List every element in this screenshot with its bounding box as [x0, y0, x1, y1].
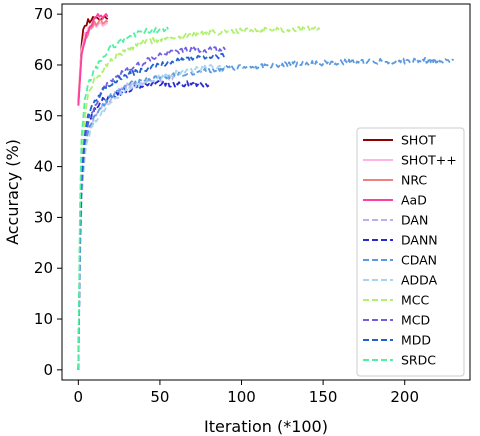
plot-frame	[61, 3, 471, 381]
x-tick-label: 50	[150, 388, 169, 406]
legend-label: SHOT++	[401, 153, 457, 168]
legend-label: SHOT	[401, 133, 436, 148]
y-tick-label: 20	[34, 259, 53, 277]
x-tick-label: 150	[309, 388, 338, 406]
legend-label: MCC	[401, 293, 430, 308]
series-line-mcc	[77, 25, 321, 370]
legend-label: MDD	[401, 333, 431, 348]
series-line-dann	[77, 80, 210, 370]
x-tick-label: 100	[227, 388, 256, 406]
y-tick-label: 30	[34, 208, 53, 226]
legend-label: MCD	[401, 313, 430, 328]
series-line-aad	[77, 13, 109, 106]
series-line-shot	[77, 15, 109, 106]
x-axis-title: Iteration (*100)	[204, 417, 328, 436]
series-line-adda	[77, 64, 226, 370]
series-line-dan	[77, 74, 177, 370]
legend-label: DAN	[401, 213, 428, 228]
y-tick-label: 60	[34, 56, 53, 74]
legend-label: NRC	[401, 173, 427, 188]
y-axis-title: Accuracy (%)	[3, 139, 22, 245]
legend-label: DANN	[401, 233, 438, 248]
y-tick-label: 0	[43, 361, 53, 379]
series-line-cdan	[77, 56, 454, 370]
legend-label: SRDC	[401, 353, 436, 368]
x-tick-label: 0	[74, 388, 84, 406]
series-line-mcd	[77, 46, 226, 370]
y-tick-label: 70	[34, 5, 53, 23]
series-line-srdc	[77, 25, 169, 370]
legend-label: CDAN	[401, 253, 437, 268]
series-line-mdd	[77, 52, 226, 370]
legend-label: AaD	[401, 193, 427, 208]
x-tick-label: 200	[390, 388, 419, 406]
legend-label: ADDA	[401, 273, 438, 288]
y-tick-label: 10	[34, 310, 53, 328]
y-tick-label: 40	[34, 158, 53, 176]
legend-box	[356, 127, 465, 377]
y-tick-label: 50	[34, 107, 53, 125]
